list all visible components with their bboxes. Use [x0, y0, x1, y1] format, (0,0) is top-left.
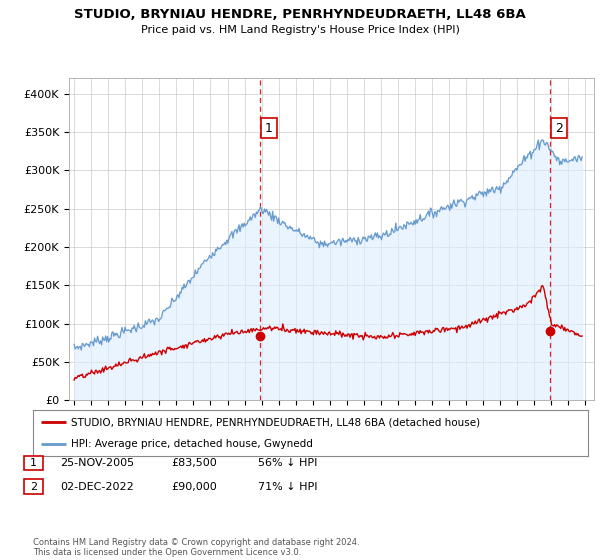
- Text: STUDIO, BRYNIAU HENDRE, PENRHYNDEUDRAETH, LL48 6BA: STUDIO, BRYNIAU HENDRE, PENRHYNDEUDRAETH…: [74, 8, 526, 21]
- Text: 1: 1: [265, 122, 273, 135]
- Text: Contains HM Land Registry data © Crown copyright and database right 2024.
This d: Contains HM Land Registry data © Crown c…: [33, 538, 359, 557]
- Text: 71% ↓ HPI: 71% ↓ HPI: [258, 482, 317, 492]
- Text: HPI: Average price, detached house, Gwynedd: HPI: Average price, detached house, Gwyn…: [71, 440, 313, 450]
- Text: 02-DEC-2022: 02-DEC-2022: [60, 482, 134, 492]
- Text: Price paid vs. HM Land Registry's House Price Index (HPI): Price paid vs. HM Land Registry's House …: [140, 25, 460, 35]
- Text: 56% ↓ HPI: 56% ↓ HPI: [258, 458, 317, 468]
- Text: STUDIO, BRYNIAU HENDRE, PENRHYNDEUDRAETH, LL48 6BA (detached house): STUDIO, BRYNIAU HENDRE, PENRHYNDEUDRAETH…: [71, 417, 480, 427]
- Text: 2: 2: [30, 482, 37, 492]
- Text: £90,000: £90,000: [171, 482, 217, 492]
- Text: 2: 2: [555, 122, 563, 135]
- Text: £83,500: £83,500: [171, 458, 217, 468]
- Text: 25-NOV-2005: 25-NOV-2005: [60, 458, 134, 468]
- Text: 1: 1: [30, 458, 37, 468]
